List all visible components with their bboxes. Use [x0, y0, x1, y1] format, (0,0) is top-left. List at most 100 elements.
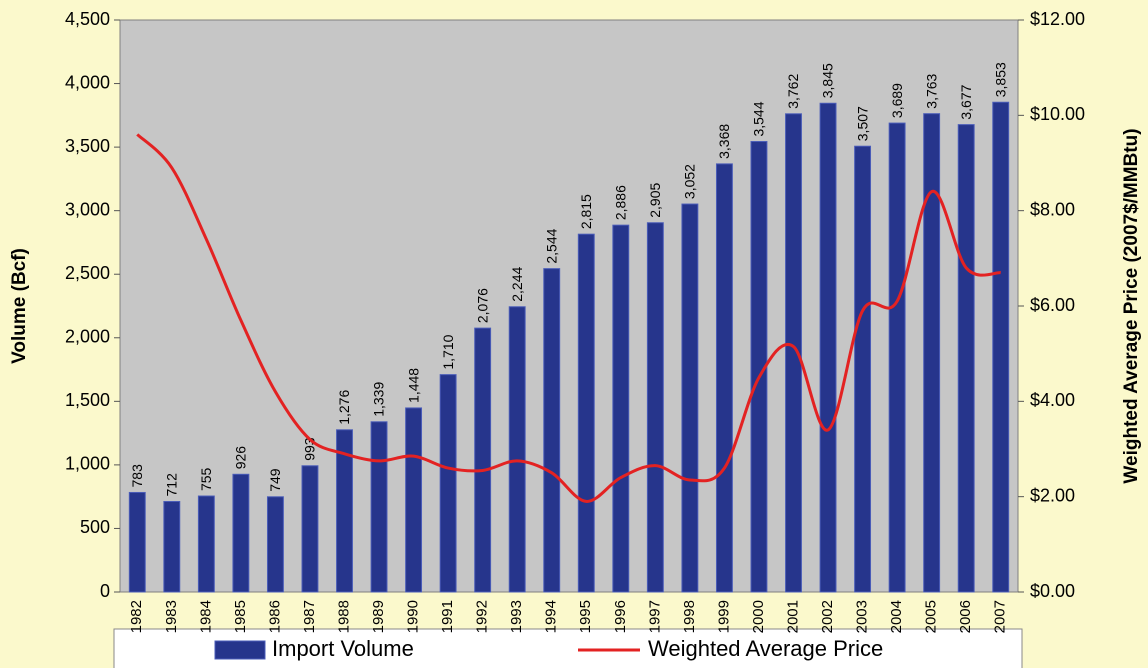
x-tick-label: 1992: [474, 600, 491, 633]
value-label: 2,076: [474, 288, 490, 323]
value-label: 3,677: [958, 84, 974, 119]
x-tick-label: 1999: [715, 600, 732, 633]
x-tick-label: 1996: [612, 600, 629, 633]
x-tick-label: 1984: [197, 600, 214, 633]
value-label: 1,710: [440, 334, 456, 369]
x-tick-label: 2000: [750, 600, 767, 633]
value-label: 2,815: [578, 194, 594, 229]
x-tick-label: 1995: [577, 600, 594, 633]
value-label: 749: [267, 468, 283, 492]
y-axis-title: Volume (Bcf): [9, 248, 30, 364]
x-tick-label: 1989: [370, 600, 387, 633]
x-tick-label: 2004: [888, 600, 905, 633]
y2-tick-label: $12.00: [1030, 9, 1085, 29]
y-tick-label: 4,000: [65, 72, 110, 92]
x-tick-label: 2007: [992, 600, 1009, 633]
bar: [336, 429, 353, 593]
bar: [819, 102, 837, 593]
x-tick-label: 1982: [128, 600, 145, 633]
bar: [128, 491, 146, 593]
value-label: 1,276: [336, 390, 352, 425]
y-tick-label: 2,500: [65, 263, 110, 283]
x-tick-label: 1986: [266, 600, 283, 633]
y2-tick-label: $4.00: [1030, 390, 1075, 410]
value-label: 3,763: [923, 73, 939, 108]
bar: [474, 327, 492, 593]
x-tick-label: 1997: [646, 600, 663, 633]
x-tick-label: 2003: [854, 600, 871, 633]
bar: [232, 473, 250, 593]
x-tick-label: 1988: [335, 600, 352, 633]
bar: [163, 500, 181, 593]
x-tick-label: 2002: [819, 600, 836, 633]
bar: [715, 163, 733, 593]
x-tick-label: 1987: [301, 600, 318, 633]
bar: [301, 465, 319, 593]
x-tick-label: 1993: [508, 600, 525, 633]
x-tick-label: 1985: [232, 600, 249, 633]
value-label: 2,886: [613, 185, 629, 220]
x-tick-label: 1994: [543, 600, 560, 633]
value-label: 3,762: [785, 74, 801, 109]
y2-tick-label: $8.00: [1030, 199, 1075, 219]
bar: [577, 233, 595, 593]
bar: [266, 496, 284, 593]
bar: [370, 421, 388, 593]
value-label: 712: [164, 473, 180, 497]
x-tick-label: 2005: [923, 600, 940, 633]
y2-tick-label: $0.00: [1030, 581, 1075, 601]
bar: [992, 101, 1010, 593]
value-label: 2,244: [509, 267, 525, 302]
bar: [957, 124, 975, 593]
y-tick-label: 4,500: [65, 9, 110, 29]
bar: [854, 145, 872, 593]
bar: [405, 407, 423, 593]
y-tick-label: 1,500: [65, 390, 110, 410]
value-label: 3,368: [716, 124, 732, 159]
y-tick-label: 500: [80, 517, 110, 537]
value-label: 2,905: [647, 182, 663, 217]
y-tick-label: 2,000: [65, 327, 110, 347]
x-tick-label: 2001: [784, 600, 801, 633]
value-label: 3,853: [992, 62, 1008, 97]
value-label: 1,339: [371, 382, 387, 417]
y2-axis-title: Weighted Average Price (2007$/MMBtu): [1121, 128, 1142, 483]
bar: [646, 222, 664, 593]
x-tick-label: 1990: [405, 600, 422, 633]
value-label: 1,448: [405, 368, 421, 403]
bar: [439, 374, 457, 593]
value-label: 2,544: [543, 228, 559, 263]
x-tick-label: 1983: [163, 600, 180, 633]
value-label: 783: [129, 464, 145, 488]
legend-label: Weighted Average Price: [648, 636, 883, 661]
value-label: 3,052: [682, 164, 698, 199]
bar: [197, 495, 215, 593]
value-label: 755: [198, 467, 214, 491]
x-tick-label: 2006: [957, 600, 974, 633]
bar: [923, 113, 941, 593]
bar: [888, 122, 906, 593]
value-label: 3,689: [889, 83, 905, 118]
value-label: 3,544: [751, 101, 767, 136]
bar: [543, 268, 561, 593]
bar: [681, 203, 699, 593]
bar: [785, 113, 802, 593]
value-label: 3,507: [854, 106, 870, 141]
value-label: 3,845: [820, 63, 836, 98]
x-tick-label: 1998: [681, 600, 698, 633]
legend-label: Import Volume: [272, 636, 414, 661]
y-tick-label: 3,000: [65, 199, 110, 219]
y-tick-label: 3,500: [65, 136, 110, 156]
y-tick-label: 1,000: [65, 454, 110, 474]
y2-tick-label: $6.00: [1030, 295, 1075, 315]
x-tick-label: 1991: [439, 600, 456, 633]
y2-tick-label: $2.00: [1030, 485, 1075, 505]
price-line: [136, 133, 1001, 503]
value-label: 926: [233, 446, 249, 470]
y2-tick-label: $10.00: [1030, 104, 1085, 124]
legend-swatch: [214, 640, 266, 660]
bar: [612, 224, 630, 593]
y-tick-label: 0: [100, 581, 110, 601]
bar: [508, 306, 526, 593]
